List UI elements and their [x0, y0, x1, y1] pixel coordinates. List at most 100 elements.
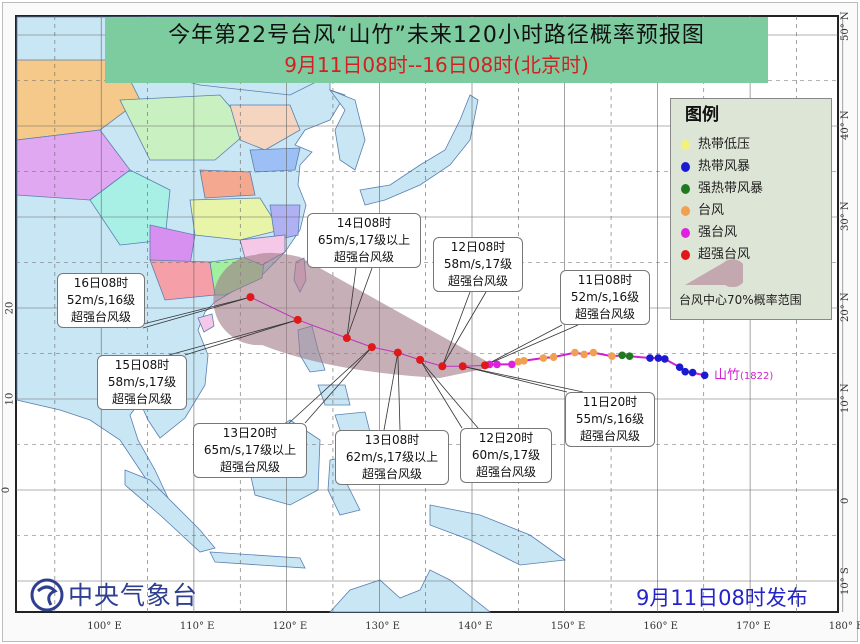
typhoon-track	[246, 293, 709, 380]
longitude-label: 160° E	[643, 621, 678, 632]
typhoon-name: 山竹	[714, 368, 741, 383]
callout-leader-line	[462, 365, 584, 393]
legend-item: 热带低压	[681, 137, 750, 153]
callout-leaders	[126, 267, 584, 431]
legend: 图例 热带低压 热带风暴 强热带风暴 台风 强台风 超强台风 台风中心70%概率范围	[670, 98, 832, 320]
observed-track-point	[493, 360, 501, 369]
new-guinea	[429, 504, 567, 566]
observed-track-point	[514, 357, 523, 366]
callout-time: 12日08时	[450, 240, 506, 254]
callout-level: 超强台风级	[574, 307, 635, 321]
forecast-callout: 14日08时 65m/s,17级以上 超强台风级	[307, 213, 421, 268]
callout-leader-line	[346, 267, 373, 339]
callout-level: 超强台风级	[361, 467, 422, 481]
visayas	[317, 384, 351, 406]
forecast-track-point	[293, 315, 302, 324]
legend-item-label: 台风	[698, 203, 725, 218]
callout-level: 超强台风级	[70, 310, 131, 324]
callout-leader-line	[419, 359, 463, 429]
latitude-label-left: 0	[1, 486, 13, 494]
map-subtitle: 9月11日08时--16日08时(北京时)	[284, 53, 589, 77]
forecast-callout: 13日08时 62m/s,17级以上 超强台风级	[335, 430, 449, 485]
observed-track-point	[688, 368, 697, 377]
callout-leader-line	[304, 346, 373, 424]
callout-leader-line	[142, 296, 251, 329]
observed-track-point	[618, 351, 626, 360]
latitude-label: 50° N	[840, 11, 851, 41]
observed-track-point	[571, 348, 579, 357]
callout-leader-line	[419, 359, 479, 429]
forecast-track-point	[393, 348, 402, 357]
callout-time: 11日20时	[582, 395, 638, 409]
callout-leader-line	[484, 324, 579, 366]
callout-leader-line	[484, 324, 563, 366]
cone-swatch-icon	[685, 259, 743, 287]
callout-leader-line	[346, 267, 357, 339]
observed-track-point	[654, 354, 663, 362]
callout-wind: 52m/s,16级	[570, 290, 640, 304]
legend-item-label: 强热带风暴	[698, 181, 764, 196]
korea	[328, 89, 366, 171]
callout-wind: 55m/s,16级	[575, 412, 645, 426]
typhoon-symbol-icon	[681, 250, 690, 260]
latitude-label: 20° N	[840, 292, 851, 322]
latitude-label: 40° N	[840, 110, 851, 140]
callout-level: 超强台风级	[219, 460, 280, 474]
legend-item-label: 强台风	[698, 225, 738, 240]
legend-item: 台风	[681, 203, 724, 219]
observed-track-point	[549, 353, 558, 361]
callout-wind: 65m/s,17级以上	[317, 233, 411, 247]
callout-time: 16日08时	[73, 276, 129, 290]
legend-item: 超强台风	[681, 247, 750, 263]
typhoon-symbol-icon	[681, 140, 690, 150]
callout-wind: 58m/s,17级	[443, 257, 513, 271]
cma-emblem-icon	[30, 578, 64, 612]
callout-level: 超强台风级	[447, 274, 508, 288]
typhoon-symbol-icon	[681, 206, 690, 216]
forecast-callout: 12日08时 58m/s,17级 超强台风级	[433, 237, 523, 292]
typhoon-code: (1822)	[740, 371, 774, 382]
callout-leader-line	[441, 291, 471, 367]
latitude-label: 10° N	[840, 383, 851, 413]
latitude-label-left: 10	[4, 392, 16, 406]
china-north	[119, 94, 251, 161]
longitude-label: 130° E	[365, 621, 400, 632]
forecast-track-point	[480, 361, 489, 370]
map-title: 今年第22号台风“山竹”未来120小时路径概率预报图	[168, 23, 705, 48]
typhoon-name-label: 山竹(1822)	[714, 368, 773, 385]
callout-time: 13日20时	[222, 426, 278, 440]
longitude-label: 100° E	[87, 621, 122, 632]
callout-leader-line	[383, 352, 399, 431]
legend-item-label: 超强台风	[698, 247, 751, 262]
forecast-callout: 11日08时 52m/s,16级 超强台风级	[560, 270, 650, 325]
callout-leader-line	[184, 319, 298, 356]
callout-time: 13日08时	[364, 433, 420, 447]
latitude-label: 10° S	[840, 567, 851, 595]
forecast-callout: 15日08时 58m/s,17级 超强台风级	[97, 355, 187, 410]
legend-item: 热带风暴	[681, 159, 750, 175]
callout-wind: 52m/s,16级	[66, 293, 136, 307]
observed-track-point	[646, 354, 654, 362]
legend-item-label: 热带风暴	[698, 159, 751, 174]
forecast-track-point	[458, 362, 467, 371]
china-zhejiang	[269, 204, 301, 241]
legend-item-label: 热带低压	[698, 137, 751, 152]
callout-leader-line	[441, 291, 487, 367]
china-hebei	[229, 104, 301, 151]
forecast-track-point	[246, 293, 255, 302]
observed-track-point	[508, 360, 516, 369]
forecast-callout: 12日20时 60m/s,17级 超强台风级	[460, 428, 552, 483]
forecast-callout: 13日20时 65m/s,17级以上 超强台风级	[193, 423, 307, 478]
observed-track-point	[580, 350, 588, 359]
longitude-label: 170° E	[736, 621, 771, 632]
org-name: 中央气象台	[68, 580, 199, 610]
forecast-track-point	[438, 362, 447, 371]
publish-time: 9月11日08时发布	[636, 586, 808, 610]
callout-level: 超强台风级	[579, 429, 640, 443]
longitude-label: 120° E	[272, 621, 308, 632]
callout-wind: 62m/s,17级以上	[345, 450, 439, 464]
title-banner: 今年第22号台风“山竹”未来120小时路径概率预报图 9月11日08时--16日…	[105, 17, 768, 83]
callout-time: 14日08时	[336, 216, 392, 230]
forecast-callout: 11日20时 55m/s,16级 超强台风级	[565, 392, 655, 447]
cma-logo: 中央气象台	[30, 578, 198, 612]
